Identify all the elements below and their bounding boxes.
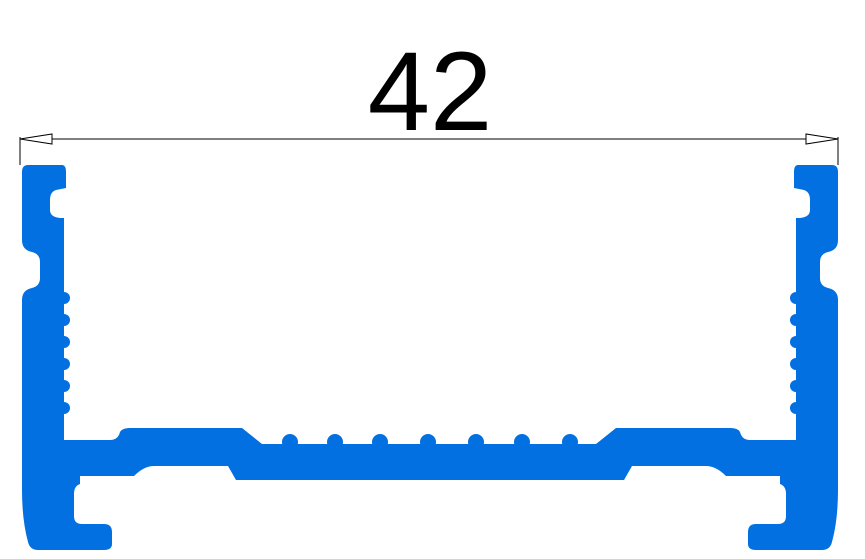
right-wall-ribs: [790, 292, 802, 414]
right-wall: [794, 165, 838, 444]
arrowhead-right: [805, 133, 839, 145]
right-foot: [748, 470, 838, 550]
dimension-value: 42: [368, 29, 493, 154]
arrowhead-left: [19, 133, 53, 145]
left-wall: [22, 165, 66, 444]
left-foot: [22, 470, 112, 550]
width-dimension: 42: [19, 29, 839, 165]
extrusion-profile: [22, 165, 838, 550]
base-plate: [22, 428, 838, 480]
left-wall-ribs: [58, 292, 70, 414]
base-ribs: [282, 434, 578, 450]
